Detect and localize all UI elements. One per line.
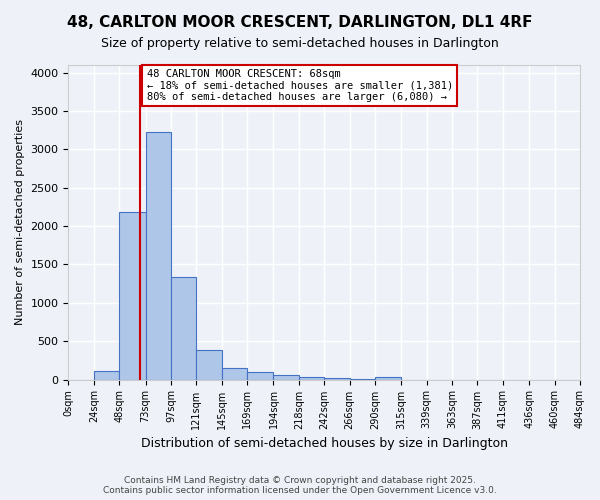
Bar <box>171 277 196 380</box>
Text: 48 CARLTON MOOR CRESCENT: 68sqm
← 18% of semi-detached houses are smaller (1,381: 48 CARLTON MOOR CRESCENT: 68sqm ← 18% of… <box>146 69 453 102</box>
Text: Size of property relative to semi-detached houses in Darlington: Size of property relative to semi-detach… <box>101 38 499 51</box>
Bar <box>221 368 247 380</box>
Bar <box>274 376 299 380</box>
X-axis label: Distribution of semi-detached houses by size in Darlington: Distribution of semi-detached houses by … <box>141 437 508 450</box>
Bar <box>247 372 274 380</box>
Text: 48, CARLTON MOOR CRESCENT, DARLINGTON, DL1 4RF: 48, CARLTON MOOR CRESCENT, DARLINGTON, D… <box>67 15 533 30</box>
Bar <box>375 378 401 380</box>
Bar <box>324 378 350 380</box>
Bar <box>196 350 221 380</box>
Bar <box>119 212 146 380</box>
Text: Contains HM Land Registry data © Crown copyright and database right 2025.
Contai: Contains HM Land Registry data © Crown c… <box>103 476 497 495</box>
Y-axis label: Number of semi-detached properties: Number of semi-detached properties <box>15 120 25 326</box>
Bar <box>299 378 324 380</box>
Bar <box>94 371 119 380</box>
Bar <box>146 132 171 380</box>
